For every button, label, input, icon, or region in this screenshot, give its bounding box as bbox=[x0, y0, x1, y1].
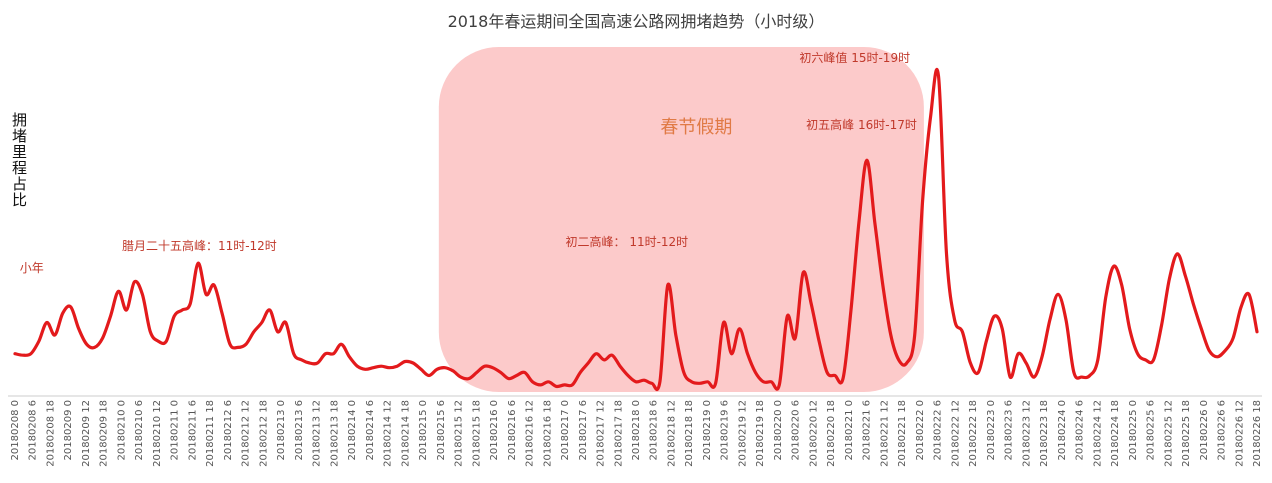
x-tick-label: 20180221 12 bbox=[879, 400, 890, 467]
x-tick-label: 20180219 0 bbox=[702, 400, 713, 460]
x-tick-label: 20180225 6 bbox=[1146, 400, 1157, 460]
x-tick-label: 20180224 0 bbox=[1057, 400, 1068, 460]
peak-annotation: 小年 bbox=[20, 261, 44, 275]
x-tick-label: 20180218 12 bbox=[666, 400, 677, 467]
x-tick-label: 20180220 6 bbox=[791, 400, 802, 460]
x-tick-label: 20180216 0 bbox=[489, 400, 500, 460]
chart-title: 2018年春运期间全国高速公路网拥堵趋势（小时级） bbox=[447, 12, 825, 31]
y-axis-label: 拥堵里程占比 bbox=[12, 111, 28, 209]
x-tick-label: 20180225 0 bbox=[1128, 400, 1139, 460]
x-tick-label: 20180213 18 bbox=[329, 400, 340, 467]
x-tick-label: 20180226 18 bbox=[1252, 400, 1263, 467]
x-tick-label: 20180222 18 bbox=[968, 400, 979, 467]
x-tick-label: 20180209 0 bbox=[63, 400, 74, 460]
x-tick-label: 20180224 18 bbox=[1110, 400, 1121, 467]
x-tick-label: 20180210 0 bbox=[116, 400, 127, 460]
x-tick-label: 20180215 12 bbox=[454, 400, 465, 467]
x-tick-label: 20180221 6 bbox=[862, 400, 873, 460]
x-tick-label: 20180214 18 bbox=[400, 400, 411, 467]
x-tick-label: 20180216 6 bbox=[507, 400, 518, 460]
peak-annotation: 初六峰值 15时-19时 bbox=[799, 50, 910, 65]
x-tick-label: 20180218 0 bbox=[631, 400, 642, 460]
x-tick-label: 20180211 6 bbox=[187, 400, 198, 460]
holiday-band bbox=[438, 47, 924, 392]
x-tick-label: 20180217 6 bbox=[578, 400, 589, 460]
x-tick-label: 20180223 18 bbox=[1039, 400, 1050, 467]
x-tick-label: 20180212 12 bbox=[241, 400, 252, 467]
x-tick-label: 20180213 12 bbox=[312, 400, 323, 467]
x-tick-label: 20180211 0 bbox=[170, 400, 181, 460]
x-tick-label: 20180219 12 bbox=[737, 400, 748, 467]
peak-annotation: 初五高峰 16时-17时 bbox=[806, 117, 917, 132]
x-tick-label: 20180215 18 bbox=[471, 400, 482, 467]
x-tick-label: 20180215 6 bbox=[436, 400, 447, 460]
x-tick-label: 20180219 6 bbox=[720, 400, 731, 460]
x-tick-label: 20180220 0 bbox=[773, 400, 784, 460]
x-tick-label: 20180212 18 bbox=[258, 400, 269, 467]
x-tick-label: 20180212 6 bbox=[223, 400, 234, 460]
x-tick-label: 20180223 12 bbox=[1021, 400, 1032, 467]
x-tick-label: 20180222 0 bbox=[915, 400, 926, 460]
x-tick-label: 20180210 12 bbox=[152, 400, 163, 467]
x-tick-label: 20180209 12 bbox=[81, 400, 92, 467]
x-tick-label: 20180214 12 bbox=[383, 400, 394, 467]
x-tick-label: 20180208 6 bbox=[28, 400, 39, 460]
x-tick-label: 20180214 6 bbox=[365, 400, 376, 460]
x-tick-label: 20180225 12 bbox=[1163, 400, 1174, 467]
x-tick-label: 20180215 0 bbox=[418, 400, 429, 460]
x-tick-label: 20180211 18 bbox=[205, 400, 216, 467]
x-tick-label: 20180209 18 bbox=[99, 400, 110, 467]
x-tick-label: 20180213 0 bbox=[276, 400, 287, 460]
x-tick-label: 20180217 12 bbox=[596, 400, 607, 467]
peak-annotation: 腊月二十五高峰：11时-12时 bbox=[122, 238, 277, 253]
x-tick-label: 20180220 18 bbox=[826, 400, 837, 467]
x-tick-label: 20180218 18 bbox=[684, 400, 695, 467]
x-tick-label: 20180224 12 bbox=[1092, 400, 1103, 467]
x-tick-label: 20180226 6 bbox=[1217, 400, 1228, 460]
x-tick-label: 20180221 0 bbox=[844, 400, 855, 460]
x-tick-label: 20180223 6 bbox=[1004, 400, 1015, 460]
x-tick-label: 20180216 18 bbox=[542, 400, 553, 467]
x-tick-label: 20180208 0 bbox=[10, 400, 21, 460]
x-tick-label: 20180222 12 bbox=[950, 400, 961, 467]
x-tick-label: 20180214 0 bbox=[347, 400, 358, 460]
x-tick-label: 20180225 18 bbox=[1181, 400, 1192, 467]
x-tick-label: 20180210 6 bbox=[134, 400, 145, 460]
x-tick-label: 20180220 12 bbox=[808, 400, 819, 467]
x-tick-label: 20180216 12 bbox=[525, 400, 536, 467]
x-tick-label: 20180223 0 bbox=[986, 400, 997, 460]
series-line bbox=[13, 67, 1259, 392]
x-tick-label: 20180222 6 bbox=[933, 400, 944, 460]
x-tick-label: 20180217 18 bbox=[613, 400, 624, 467]
holiday-label: 春节假期 bbox=[660, 117, 732, 138]
x-tick-label: 20180221 18 bbox=[897, 400, 908, 467]
x-tick-label: 20180217 0 bbox=[560, 400, 571, 460]
x-tick-label: 20180208 18 bbox=[45, 400, 56, 467]
x-tick-label: 20180226 12 bbox=[1234, 400, 1245, 467]
x-tick-label: 20180218 6 bbox=[649, 400, 660, 460]
x-tick-label: 20180219 18 bbox=[755, 400, 766, 467]
x-tick-label: 20180213 6 bbox=[294, 400, 305, 460]
x-tick-label: 20180224 6 bbox=[1075, 400, 1086, 460]
peak-annotation: 初二高峰： 11时-12时 bbox=[566, 234, 689, 249]
x-tick-label: 20180226 0 bbox=[1199, 400, 1210, 460]
